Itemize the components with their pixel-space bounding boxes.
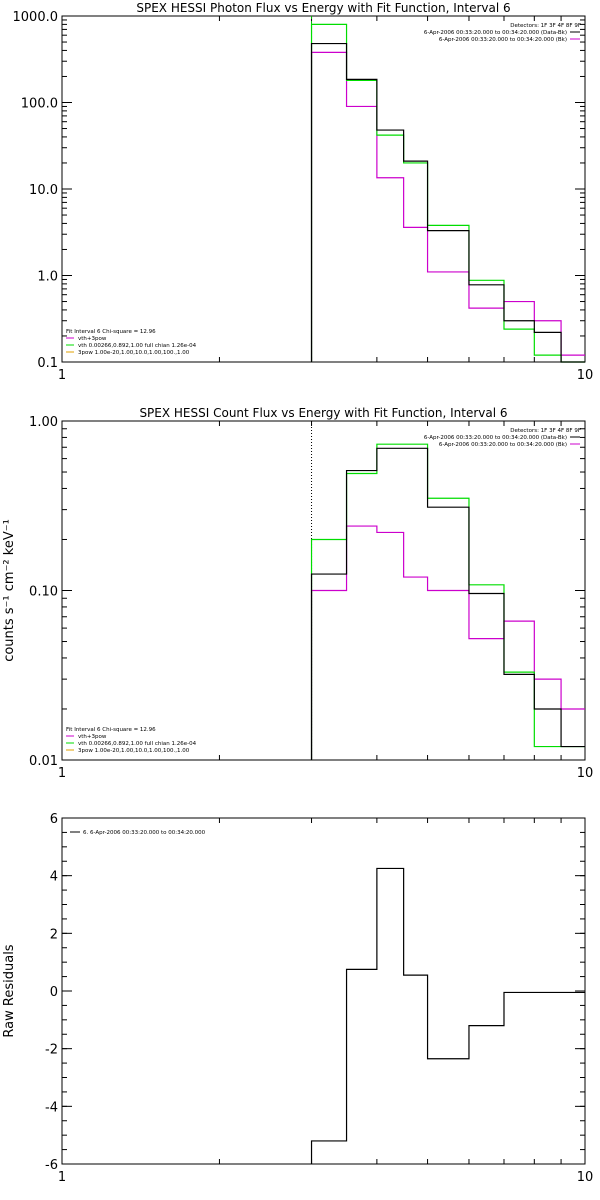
legend-entry: Detectors: 1F 3F 4F 8F 9F <box>510 428 581 434</box>
x-tick-label: 1 <box>58 368 66 383</box>
legend-entry: Detectors: 1F 3F 4F 8F 9F <box>510 23 581 29</box>
y-tick-label: 6 <box>50 812 58 827</box>
series-2-line <box>310 51 585 362</box>
y-tick-label: 0.1 <box>37 356 58 371</box>
y-tick-label: 0.01 <box>29 754 58 769</box>
series-3-line <box>310 23 585 363</box>
fit-legend-entry: vth+3pow <box>78 734 107 740</box>
fit-legend-entry: Fit Interval 6 Chi-square = 12.96 <box>66 727 156 733</box>
x-tick-label: 10 <box>577 368 594 383</box>
x-tick-label: 1 <box>58 766 66 781</box>
legend-entry: 6. 6-Apr-2006 00:33:20.000 to 00:34:20.0… <box>83 830 206 836</box>
legend-entry: 6-Apr-2006 00:33:20.000 to 00:34:20.000 … <box>424 30 567 36</box>
y-tick-label: 0 <box>50 985 58 1000</box>
series-1-line <box>310 447 585 760</box>
fit-legend-entry: vth+3pow <box>78 336 107 342</box>
y-tick-label: 2 <box>50 927 58 942</box>
legend-entry: 6-Apr-2006 00:33:20.000 to 00:34:20.000 … <box>439 442 567 448</box>
y-tick-label: -6 <box>45 1158 58 1173</box>
x-tick-label: 10 <box>577 1170 594 1185</box>
plot-frame <box>61 15 586 363</box>
y-axis-label: Raw Residuals <box>2 944 17 1037</box>
series-2-line <box>310 525 585 760</box>
fit-legend-entry: Fit Interval 6 Chi-square = 12.96 <box>66 329 156 335</box>
chart-title: SPEX HESSI Count Flux vs Energy with Fit… <box>139 406 507 420</box>
series-1-line <box>310 42 585 363</box>
chart-panel-1: SPEX HESSI Photon Flux vs Energy with Fi… <box>13 1 594 383</box>
fit-legend-entry: vth 0.00266,0.892,1.00 full chian 1.26e-… <box>78 343 197 349</box>
y-tick-label: -2 <box>45 1043 58 1058</box>
legend-entry: 6-Apr-2006 00:33:20.000 to 00:34:20.000 … <box>439 37 567 43</box>
y-tick-label: 100.0 <box>21 97 58 112</box>
chart-title: SPEX HESSI Photon Flux vs Energy with Fi… <box>136 1 510 15</box>
fit-legend-entry: 3pow 1.00e-20,1.00,10.0,1.00,100.,1.00 <box>78 748 190 754</box>
y-tick-label: -4 <box>45 1100 58 1115</box>
fit-legend-entry: vth 0.00266,0.892,1.00 full chian 1.26e-… <box>78 741 197 747</box>
chart-panel-2: SPEX HESSI Count Flux vs Energy with Fit… <box>2 406 593 781</box>
y-tick-label: 1.00 <box>29 415 58 430</box>
fit-legend-entry: 3pow 1.00e-20,1.00,10.0,1.00,100.,1.00 <box>78 350 190 356</box>
series-3-line <box>310 443 585 760</box>
y-tick-label: 10.0 <box>29 183 58 198</box>
y-tick-label: 1.0 <box>37 270 58 285</box>
y-tick-label: 1000.0 <box>13 10 59 25</box>
plot-frame <box>61 817 586 1165</box>
x-tick-label: 1 <box>58 1170 66 1185</box>
x-tick-label: 10 <box>577 766 594 781</box>
y-axis-label: counts s⁻¹ cm⁻² keV⁻¹ <box>2 519 17 662</box>
legend-entry: 6-Apr-2006 00:33:20.000 to 00:34:20.000 … <box>424 435 567 441</box>
chart-panel-3: Raw Residuals 1 10 -6 -4 -2 0 2 4 6 6. 6-Apr-2006 … <box>2 812 593 1185</box>
series-1-line <box>310 867 585 1164</box>
y-tick-label: 0.10 <box>29 585 58 600</box>
y-tick-label: 4 <box>50 870 58 885</box>
